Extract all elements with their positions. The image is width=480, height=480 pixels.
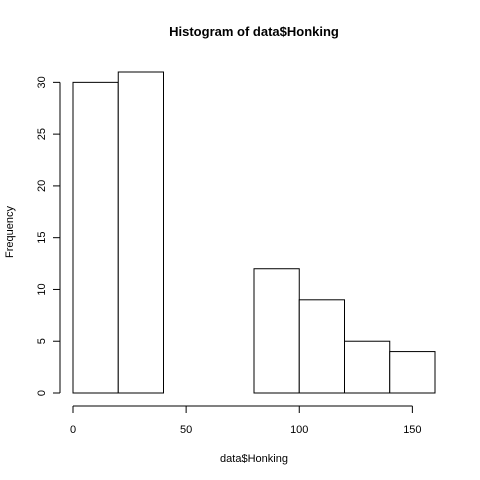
- y-tick-label: 20: [36, 180, 48, 192]
- x-tick-label: 0: [70, 424, 76, 436]
- histogram-bar: [72, 81, 119, 394]
- x-axis-label: data$Honking: [220, 453, 288, 465]
- histogram-bar: [253, 268, 300, 394]
- histogram-bar: [117, 71, 164, 394]
- x-tick-label: 100: [290, 424, 308, 436]
- x-tick-label: 150: [403, 424, 421, 436]
- y-tick-label: 30: [36, 76, 48, 88]
- x-axis: 0 50 100 150: [70, 405, 422, 436]
- y-tick-label: 25: [36, 128, 48, 140]
- y-tick-label: 15: [36, 232, 48, 244]
- y-axis: 0 5 10 15 20 25 30: [36, 76, 61, 396]
- histogram-bar: [344, 340, 391, 394]
- y-tick-label: 10: [36, 283, 48, 295]
- chart-title: Histogram of data$Honking: [169, 24, 339, 39]
- y-tick-label: 0: [36, 390, 48, 396]
- histogram-bar: [298, 299, 345, 394]
- y-tick-label: 5: [36, 338, 48, 344]
- y-axis-label: Frequency: [4, 206, 16, 258]
- histogram-bar: [389, 351, 436, 394]
- x-tick-label: 50: [180, 424, 192, 436]
- bars-group: [72, 71, 436, 394]
